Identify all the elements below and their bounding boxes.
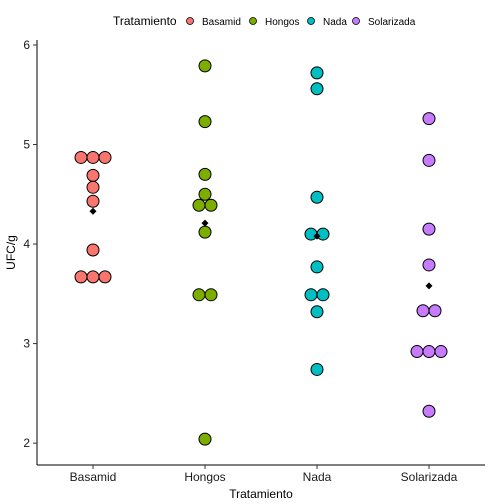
legend-label: Nada — [323, 17, 347, 28]
data-point — [198, 115, 212, 129]
legend-entry: Nada — [307, 17, 347, 28]
data-point — [310, 305, 324, 319]
data-point — [410, 345, 424, 359]
x-tick-label: Basamid — [70, 470, 117, 484]
x-tick-label: Nada — [303, 470, 332, 484]
data-point — [192, 288, 206, 302]
data-point — [434, 345, 448, 359]
y-axis-title: UFC/g — [4, 235, 18, 270]
data-point — [428, 304, 442, 318]
legend-key — [249, 17, 257, 25]
data-point — [86, 243, 100, 257]
y-tick-label: 4 — [23, 237, 30, 251]
dots — [74, 59, 448, 446]
legend-key — [307, 17, 315, 25]
data-point — [86, 150, 100, 164]
data-point — [422, 345, 436, 359]
means — [89, 207, 433, 290]
mean-marker — [89, 207, 97, 215]
data-point — [310, 66, 324, 80]
data-point — [422, 112, 436, 126]
x-tick-label: Solarizada — [401, 470, 458, 484]
data-point — [310, 190, 324, 204]
data-point — [304, 227, 318, 241]
data-point — [422, 153, 436, 167]
data-point — [86, 168, 100, 182]
x-ticks: Basamid Hongos Nada Solarizada — [70, 465, 458, 484]
legend-entry: Basamid — [186, 17, 241, 28]
legend-key — [352, 17, 360, 25]
data-point — [422, 258, 436, 272]
data-point — [316, 288, 330, 302]
legend-label: Hongos — [265, 17, 299, 28]
x-axis-title: Tratamiento — [229, 487, 293, 501]
legend-label: Solarizada — [368, 17, 416, 28]
data-point — [98, 150, 112, 164]
legend-entry: Solarizada — [352, 17, 416, 28]
mean-marker — [201, 219, 209, 227]
y-tick-label: 5 — [23, 138, 30, 152]
legend-entry: Hongos — [249, 17, 299, 28]
data-point — [86, 270, 100, 284]
data-point — [316, 227, 330, 241]
data-point — [310, 82, 324, 96]
data-point — [310, 260, 324, 274]
data-point — [198, 59, 212, 73]
data-point — [422, 222, 436, 236]
y-tick-label: 6 — [23, 38, 30, 52]
data-point — [422, 404, 436, 418]
data-point — [198, 432, 212, 446]
y-tick-label: 2 — [23, 436, 30, 450]
legend-key — [186, 17, 194, 25]
legend: Tratamiento Basamid Hongos Nada Solarizada — [113, 14, 416, 28]
data-point — [198, 187, 212, 201]
legend-label: Basamid — [202, 17, 241, 28]
data-point — [86, 194, 100, 208]
data-point — [74, 150, 88, 164]
y-ticks: 2 3 4 5 6 — [23, 38, 37, 450]
data-point — [198, 167, 212, 181]
data-point — [98, 270, 112, 284]
data-point — [204, 288, 218, 302]
data-point — [74, 270, 88, 284]
data-point — [310, 362, 324, 376]
data-point — [204, 198, 218, 212]
y-tick-label: 3 — [23, 337, 30, 351]
mean-marker — [313, 232, 321, 240]
data-point — [416, 304, 430, 318]
legend-entries: Basamid Hongos Nada Solarizada — [186, 17, 416, 28]
legend-title: Tratamiento — [113, 14, 177, 28]
axes: 2 3 4 5 6 Basamid Hongos Nada Solarizada — [23, 38, 485, 484]
data-point — [86, 180, 100, 194]
data-point — [198, 225, 212, 239]
mean-marker — [425, 282, 433, 290]
data-point — [192, 198, 206, 212]
data-point — [304, 288, 318, 302]
x-tick-label: Hongos — [184, 470, 225, 484]
